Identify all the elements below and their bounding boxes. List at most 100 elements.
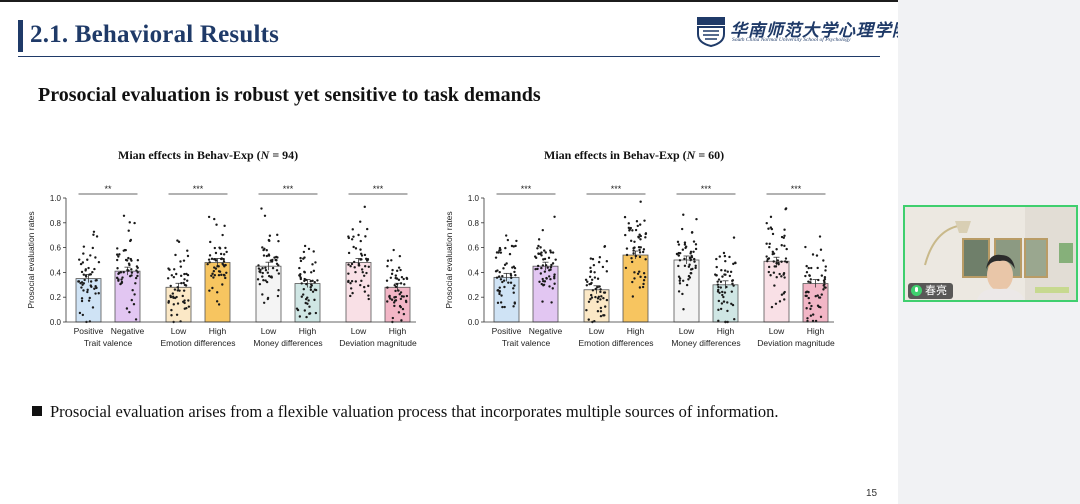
data-point xyxy=(86,290,89,294)
participant-video-tile[interactable]: 春亮 xyxy=(903,205,1078,302)
data-point xyxy=(541,264,545,267)
x-tick-label: High xyxy=(627,326,645,336)
data-point xyxy=(683,257,686,261)
bar xyxy=(712,284,739,323)
data-point xyxy=(692,240,696,243)
data-point xyxy=(716,280,719,283)
data-point xyxy=(635,220,639,223)
data-point xyxy=(589,257,593,260)
data-point xyxy=(633,240,636,244)
data-point xyxy=(512,291,515,294)
data-point xyxy=(347,251,351,255)
data-point xyxy=(183,272,186,276)
x-tick-label: Low xyxy=(769,326,785,336)
data-point xyxy=(82,252,85,255)
chart-title-left: Mian effects in Behav-Exp (N = 94) xyxy=(118,148,298,163)
data-point xyxy=(120,280,124,284)
data-point xyxy=(690,231,694,234)
data-point xyxy=(548,285,551,288)
data-point xyxy=(357,233,360,237)
data-point xyxy=(222,260,226,263)
data-point xyxy=(814,295,817,298)
data-point xyxy=(79,262,83,266)
data-point xyxy=(539,272,543,275)
data-point xyxy=(732,284,735,287)
data-point xyxy=(219,257,223,261)
data-point xyxy=(675,252,679,256)
data-point xyxy=(678,279,681,282)
data-point xyxy=(261,267,264,270)
data-point xyxy=(599,290,602,294)
data-point xyxy=(731,282,734,285)
data-point xyxy=(302,293,305,296)
data-point xyxy=(347,272,350,275)
data-point xyxy=(172,275,176,279)
data-point xyxy=(725,285,728,289)
data-point xyxy=(392,248,395,252)
data-point xyxy=(599,298,602,301)
data-point xyxy=(504,246,507,250)
data-point xyxy=(720,269,723,272)
data-point xyxy=(390,259,393,262)
data-point xyxy=(681,279,685,282)
data-point xyxy=(395,283,399,286)
data-point xyxy=(541,300,544,303)
data-point xyxy=(819,306,822,309)
group-label: Emotion differences xyxy=(579,338,654,348)
data-point xyxy=(215,223,218,226)
data-point xyxy=(174,253,177,257)
data-point xyxy=(116,267,119,270)
data-point xyxy=(771,232,775,236)
data-point xyxy=(405,294,409,298)
data-point xyxy=(809,307,812,311)
chart-title-suffix: = 94) xyxy=(269,148,299,162)
data-point xyxy=(627,226,631,230)
data-point xyxy=(498,286,501,289)
significance-label: *** xyxy=(373,184,384,194)
data-point xyxy=(258,282,262,286)
data-point xyxy=(349,287,353,290)
bar xyxy=(384,286,411,323)
chart-title-suffix: = 60) xyxy=(695,148,725,162)
data-point xyxy=(94,292,97,295)
data-point xyxy=(638,248,641,252)
data-point xyxy=(129,238,133,242)
bar xyxy=(673,259,700,323)
data-point xyxy=(266,297,270,301)
data-point xyxy=(392,301,396,304)
data-point xyxy=(544,264,548,267)
data-point xyxy=(729,270,733,274)
data-point xyxy=(299,277,303,281)
data-point xyxy=(393,283,396,287)
data-point xyxy=(217,303,221,306)
data-point xyxy=(95,235,99,238)
data-point xyxy=(359,220,362,223)
data-point xyxy=(548,269,551,272)
data-point xyxy=(539,246,542,249)
data-point xyxy=(734,261,737,264)
data-point xyxy=(804,274,807,278)
data-point xyxy=(217,273,221,277)
data-point xyxy=(211,272,214,275)
data-point xyxy=(584,278,588,281)
data-point xyxy=(316,279,319,282)
data-point xyxy=(695,217,698,221)
data-point xyxy=(170,314,173,317)
x-tick-label: Negative xyxy=(529,326,563,336)
data-point xyxy=(726,309,729,313)
data-point xyxy=(639,200,642,203)
data-point xyxy=(537,252,540,255)
data-point xyxy=(543,249,546,252)
data-point xyxy=(767,227,770,230)
data-point xyxy=(513,266,517,270)
data-point xyxy=(313,298,316,302)
data-point xyxy=(638,251,642,254)
data-point xyxy=(689,258,693,261)
data-point xyxy=(501,274,504,278)
data-point xyxy=(769,274,772,277)
data-point xyxy=(638,255,642,259)
data-point xyxy=(690,255,694,259)
data-point xyxy=(678,277,682,280)
data-point xyxy=(87,266,90,270)
data-point xyxy=(814,319,818,323)
